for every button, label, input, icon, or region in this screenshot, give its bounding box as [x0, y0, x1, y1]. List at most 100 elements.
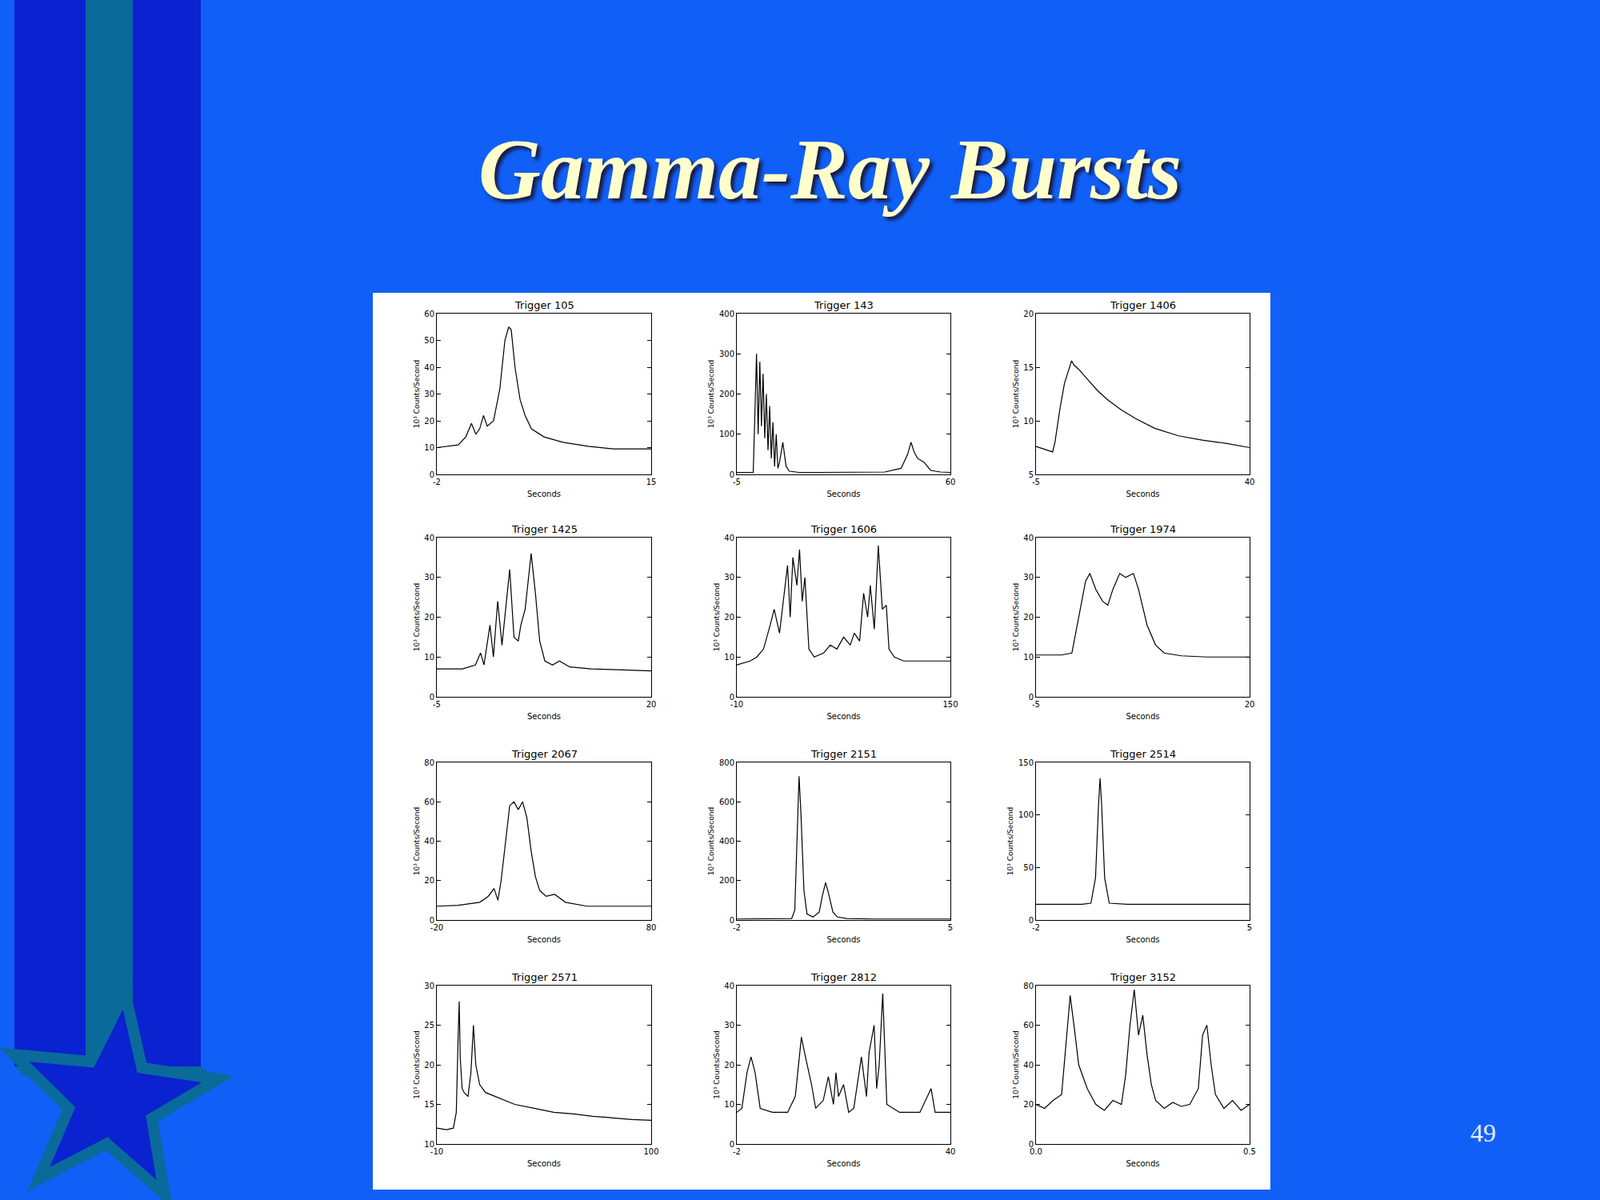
svg-text:10: 10 [1023, 652, 1034, 662]
svg-text:80: 80 [646, 923, 657, 932]
svg-text:Seconds: Seconds [527, 489, 561, 499]
svg-text:0: 0 [729, 916, 735, 925]
svg-text:-5: -5 [1032, 477, 1040, 487]
svg-text:5: 5 [1028, 470, 1034, 480]
svg-text:15: 15 [424, 1100, 435, 1109]
svg-text:0: 0 [729, 470, 735, 480]
svg-text:Trigger 2151: Trigger 2151 [810, 748, 877, 760]
svg-text:100: 100 [719, 429, 735, 439]
svg-text:10: 10 [724, 652, 735, 662]
svg-text:30: 30 [424, 572, 435, 582]
svg-text:Trigger 2571: Trigger 2571 [511, 971, 578, 984]
svg-text:10: 10 [424, 443, 435, 452]
svg-text:Seconds: Seconds [826, 935, 860, 944]
svg-text:30: 30 [724, 1020, 735, 1030]
svg-text:30: 30 [724, 572, 735, 582]
svg-text:-20: -20 [430, 923, 444, 932]
svg-text:40: 40 [945, 1147, 956, 1156]
svg-text:0.0: 0.0 [1029, 1147, 1043, 1156]
svg-text:20: 20 [1244, 700, 1256, 709]
svg-text:100: 100 [643, 1147, 659, 1156]
svg-text:-10: -10 [730, 700, 744, 709]
svg-text:150: 150 [1018, 758, 1034, 768]
svg-text:Seconds: Seconds [826, 712, 860, 721]
svg-text:0: 0 [429, 470, 435, 480]
svg-text:60: 60 [424, 309, 435, 319]
svg-text:40: 40 [724, 981, 735, 991]
svg-text:10³ Counts/Second: 10³ Counts/Second [412, 1030, 421, 1100]
svg-text:10³ Counts/Second: 10³ Counts/Second [1012, 1030, 1020, 1100]
svg-text:Trigger 1406: Trigger 1406 [1109, 299, 1176, 312]
svg-text:20: 20 [1023, 309, 1034, 319]
svg-text:25: 25 [424, 1020, 435, 1030]
svg-text:Trigger 1425: Trigger 1425 [511, 523, 578, 536]
svg-text:-2: -2 [732, 923, 741, 932]
svg-text:150: 150 [942, 700, 958, 709]
svg-text:Seconds: Seconds [1125, 712, 1160, 721]
svg-text:Seconds: Seconds [1125, 489, 1160, 499]
svg-text:0: 0 [429, 916, 435, 925]
svg-text:30: 30 [424, 389, 435, 399]
svg-text:10: 10 [424, 1140, 435, 1149]
svg-text:10³ Counts/Second: 10³ Counts/Second [712, 583, 721, 652]
svg-text:60: 60 [945, 477, 956, 487]
svg-text:-2: -2 [1032, 923, 1040, 932]
svg-text:10³ Counts/Second: 10³ Counts/Second [712, 1030, 721, 1100]
svg-text:0: 0 [1028, 916, 1034, 925]
svg-text:10³ Counts/Second: 10³ Counts/Second [1012, 360, 1020, 429]
svg-text:20: 20 [646, 700, 657, 709]
svg-text:0: 0 [1028, 1140, 1034, 1149]
svg-text:Seconds: Seconds [1125, 935, 1160, 944]
svg-text:10³ Counts/Second: 10³ Counts/Second [412, 360, 421, 429]
svg-text:-5: -5 [1032, 700, 1040, 709]
svg-text:Trigger 2514: Trigger 2514 [1109, 748, 1176, 760]
svg-text:30: 30 [424, 981, 435, 991]
svg-text:10³ Counts/Second: 10³ Counts/Second [412, 583, 421, 652]
svg-text:10³ Counts/Second: 10³ Counts/Second [1006, 807, 1015, 876]
svg-text:40: 40 [424, 836, 435, 846]
svg-text:Trigger 2067: Trigger 2067 [511, 748, 578, 760]
svg-text:0.5: 0.5 [1243, 1147, 1256, 1156]
svg-text:0: 0 [729, 692, 735, 702]
svg-text:0: 0 [1028, 692, 1034, 702]
svg-text:Seconds: Seconds [527, 1159, 561, 1168]
svg-text:Seconds: Seconds [826, 489, 860, 499]
svg-text:80: 80 [424, 758, 435, 768]
svg-text:Trigger 1606: Trigger 1606 [810, 523, 877, 536]
svg-text:50: 50 [424, 336, 435, 345]
svg-text:5: 5 [948, 923, 953, 932]
svg-text:800: 800 [719, 758, 735, 768]
svg-text:40: 40 [424, 363, 435, 372]
svg-text:200: 200 [719, 876, 735, 885]
svg-text:50: 50 [1023, 863, 1034, 872]
svg-text:40: 40 [1023, 533, 1034, 543]
svg-text:20: 20 [724, 1060, 735, 1070]
svg-text:20: 20 [424, 416, 435, 426]
svg-text:-10: -10 [430, 1147, 444, 1156]
svg-text:10³ Counts/Second: 10³ Counts/Second [707, 807, 716, 876]
svg-text:Trigger 1974: Trigger 1974 [1109, 523, 1176, 536]
svg-text:400: 400 [719, 309, 735, 319]
svg-text:20: 20 [1023, 612, 1034, 622]
svg-text:10³ Counts/Second: 10³ Counts/Second [1012, 583, 1020, 652]
svg-text:20: 20 [424, 876, 435, 885]
svg-text:-5: -5 [432, 700, 441, 709]
svg-text:200: 200 [719, 389, 735, 399]
svg-text:15: 15 [1023, 363, 1034, 372]
svg-text:600: 600 [719, 797, 735, 807]
svg-text:10: 10 [1023, 416, 1034, 426]
svg-text:Trigger 105: Trigger 105 [514, 299, 575, 312]
svg-text:300: 300 [719, 349, 735, 359]
svg-text:40: 40 [724, 533, 735, 543]
svg-text:-5: -5 [732, 477, 741, 487]
svg-text:20: 20 [1023, 1100, 1034, 1109]
svg-text:0: 0 [429, 692, 435, 702]
svg-text:80: 80 [1023, 981, 1034, 991]
svg-text:Seconds: Seconds [826, 1159, 860, 1168]
svg-text:20: 20 [424, 1060, 435, 1070]
svg-text:Trigger 2812: Trigger 2812 [810, 971, 877, 984]
svg-text:-2: -2 [432, 477, 441, 487]
svg-text:40: 40 [424, 533, 435, 543]
svg-text:Seconds: Seconds [527, 712, 561, 721]
svg-text:10³ Counts/Second: 10³ Counts/Second [707, 360, 716, 429]
